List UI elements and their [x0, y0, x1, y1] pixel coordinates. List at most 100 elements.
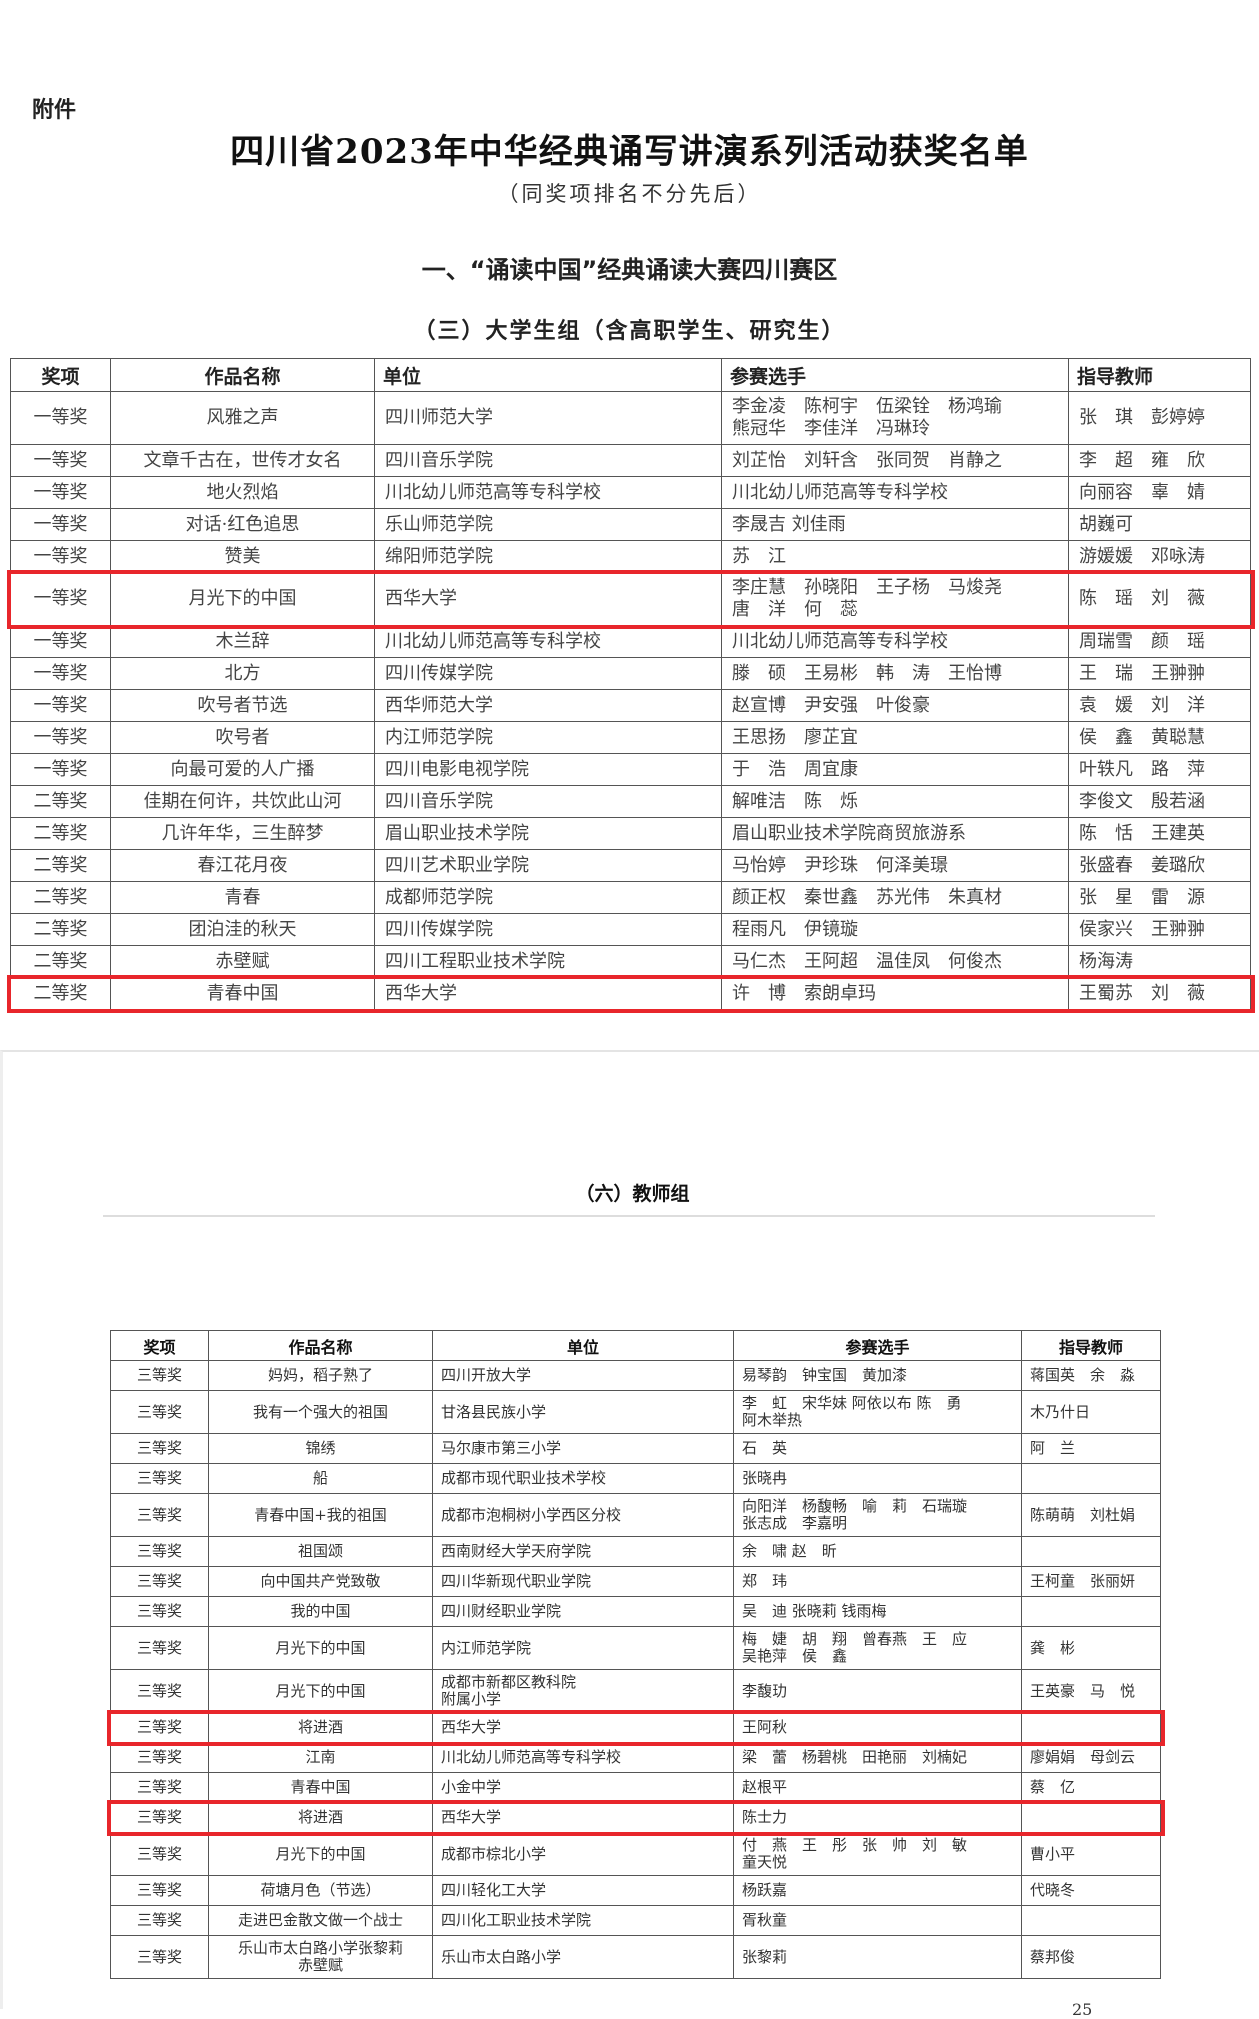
- column-header-award: 奖项: [110, 1330, 209, 1361]
- cell-work-title: 青春中国: [110, 977, 375, 1010]
- cell-instructors: 张盛春 姜璐欣: [1068, 849, 1251, 882]
- column-header-organization: 单位: [374, 358, 722, 392]
- cell-work-title: 船: [208, 1463, 433, 1494]
- cell-participants: 颜正权 秦世鑫 苏光伟 朱真材: [721, 881, 1069, 914]
- cell-instructors: 李俊文 殷若涵: [1068, 785, 1251, 818]
- cell-organization: 甘洛县民族小学: [432, 1390, 734, 1434]
- teacher-group-table: 奖项 作品名称 单位 参赛选手 指导教师 三等奖 妈妈，稻子熟了 四川开放大学 易琴韵 钟宝国…: [110, 1330, 1161, 1979]
- cell-organization: 川北幼儿师范高等专科学校: [432, 1742, 734, 1773]
- cell-participants: 许 博 索朗卓玛: [721, 977, 1069, 1010]
- cell-participants: 陈士力: [733, 1802, 1022, 1833]
- cell-participants: 王思扬 廖芷宜: [721, 721, 1069, 754]
- cell-instructors: [1021, 1463, 1161, 1494]
- column-header-work-title: 作品名称: [110, 358, 375, 392]
- table-row: 二等奖 佳期在何许，共饮此山河 四川音乐学院 解唯洁 陈 烁李俊文 殷若涵: [10, 785, 1251, 818]
- column-header-instructors: 指导教师: [1068, 358, 1251, 392]
- cell-work-title: 将进酒: [208, 1712, 433, 1743]
- cell-work-title: 赤壁赋: [110, 945, 375, 978]
- table-row: 三等奖 月光下的中国 成都市新都区教科院 附属小学 李馥玏 王英豪 马 悦: [110, 1669, 1161, 1713]
- cell-instructors: 蒋国英 余 淼: [1021, 1360, 1161, 1391]
- attachment-label: 附件: [32, 98, 77, 123]
- cell-instructors: 曹小平: [1021, 1832, 1161, 1876]
- cell-organization: 绵阳师范学院: [374, 540, 722, 573]
- cell-organization: 四川华新现代职业学院: [432, 1566, 734, 1597]
- cell-participants: 滕 硕 王易彬 韩 涛 王怡博: [721, 657, 1069, 690]
- cell-award: 一等奖: [10, 721, 111, 754]
- cell-organization: 成都市新都区教科院 附属小学: [432, 1669, 734, 1713]
- cell-award: 三等奖: [110, 1626, 209, 1670]
- document-title: 四川省2023年中华经典诵写讲演系列活动获奖名单: [230, 132, 1029, 172]
- cell-award: 三等奖: [110, 1463, 209, 1494]
- cell-instructors: 陈 瑶 刘 薇: [1068, 572, 1251, 626]
- cell-instructors: 周瑞雪 颜 瑶: [1068, 625, 1251, 658]
- table-row: 三等奖 青春中国+我的祖国 成都市泡桐树小学西区分校 向阳洋 杨馥畅 喻 莉 石瑞璇 …: [110, 1493, 1161, 1537]
- cell-award: 三等奖: [110, 1905, 209, 1936]
- cell-award: 二等奖: [10, 913, 111, 946]
- cell-participants: 于 浩 周宜康: [721, 753, 1069, 786]
- cell-instructors: [1021, 1712, 1161, 1743]
- cell-organization: 四川师范大学: [374, 391, 722, 445]
- cell-participants: 石 英: [733, 1433, 1022, 1464]
- cell-participants: 李金凌 陈柯宇 伍梁铨 杨鸿瑜 熊冠华 李佳洋 冯琳玲: [721, 391, 1069, 445]
- cell-organization: 四川化工职业技术学院: [432, 1905, 734, 1936]
- cell-participants: 李 虹 宋华妹 阿依以布 陈 勇 阿木举热: [733, 1390, 1022, 1434]
- cell-work-title: 春江花月夜: [110, 849, 375, 882]
- cell-award: 三等奖: [110, 1935, 209, 1979]
- document-page-top: 附件 四川省2023年中华经典诵写讲演系列活动获奖名单 （同奖项排名不分先后） …: [10, 98, 1251, 1010]
- column-header-participants: 参赛选手: [733, 1330, 1022, 1361]
- cell-participants: 赵根平: [733, 1772, 1022, 1803]
- cell-participants: 李晟吉 刘佳雨: [721, 508, 1069, 541]
- document-subtitle: （同奖项排名不分先后）: [497, 182, 762, 206]
- table-row: 二等奖 团泊洼的秋天 四川传媒学院 程雨凡 伊镜璇 侯家兴 王翀翀: [10, 913, 1251, 946]
- cell-instructors: 阿 兰: [1021, 1433, 1161, 1464]
- cell-instructors: 胡巍可: [1068, 508, 1251, 541]
- cell-award: 三等奖: [110, 1802, 209, 1833]
- cell-participants: 眉山职业技术学院商贸旅游系: [721, 817, 1069, 850]
- cell-instructors: 张 星 雷 源: [1068, 881, 1251, 914]
- cell-work-title: 我的中国: [208, 1596, 433, 1627]
- cell-work-title: 乐山市太白路小学张黎莉 赤壁赋: [208, 1935, 433, 1979]
- cell-award: 一等奖: [10, 689, 111, 722]
- cell-participants: 付 燕 王 彤 张 帅 刘 敏 童天悦: [733, 1832, 1022, 1876]
- cell-work-title: 向最可爱的人广播: [110, 753, 375, 786]
- cell-work-title: 江南: [208, 1742, 433, 1773]
- table-row: 三等奖 祖国颂 西南财经大学天府学院余 啸 赵 昕: [110, 1536, 1161, 1567]
- teacher-group-heading: （六）教师组: [575, 1183, 690, 1205]
- table-row: 三等奖 向中国共产党致敬 四川华新现代职业学院郑 玮王柯童 张丽妍: [110, 1566, 1161, 1597]
- cell-participants: 向阳洋 杨馥畅 喻 莉 石瑞璇 张志成 李嘉明: [733, 1493, 1022, 1537]
- cell-instructors: [1021, 1905, 1161, 1936]
- table-row-highlighted: 二等奖 青春中国 西华大学许 博 索朗卓玛 王蜀苏 刘 薇: [10, 977, 1251, 1010]
- table-row: 三等奖 月光下的中国 成都市棕北小学付 燕 王 彤 张 帅 刘 敏 童天悦 曹小平: [110, 1832, 1161, 1876]
- cell-organization: 四川财经职业学院: [432, 1596, 734, 1627]
- table-row: 一等奖 对话·红色追思 乐山师范学院 李晟吉 刘佳雨 胡巍可: [10, 508, 1251, 541]
- cell-instructors: 蔡 亿: [1021, 1772, 1161, 1803]
- cell-organization: 西南财经大学天府学院: [432, 1536, 734, 1567]
- cell-award: 一等奖: [10, 657, 111, 690]
- cell-instructors: 杨海涛: [1068, 945, 1251, 978]
- cell-organization: 四川音乐学院: [374, 785, 722, 818]
- cell-instructors: [1021, 1802, 1161, 1833]
- cell-instructors: 代晓冬: [1021, 1875, 1161, 1906]
- cell-instructors: 王英豪 马 悦: [1021, 1669, 1161, 1713]
- cell-work-title: 吹号者: [110, 721, 375, 754]
- cell-work-title: 对话·红色追思: [110, 508, 375, 541]
- table-row: 二等奖 几许年华，三生醉梦 眉山职业技术学院 眉山职业技术学院商贸旅游系陈 恬 王建英: [10, 817, 1251, 850]
- table-row: 三等奖 走进巴金散文做一个战士 四川化工职业技术学院 胥秋童: [110, 1905, 1161, 1936]
- table-row: 三等奖 月光下的中国 内江师范学院梅 婕 胡 翔 曾春燕 王 应 吴艳萍 侯 鑫龚 …: [110, 1626, 1161, 1670]
- page-number: 25: [1072, 2000, 1093, 2019]
- cell-instructors: 陈萌萌 刘杜娟: [1021, 1493, 1161, 1537]
- cell-work-title: 青春中国+我的祖国: [208, 1493, 433, 1537]
- table-row: 二等奖 赤壁赋 四川工程职业技术学院 马仁杰 王阿超 温佳凤 何俊杰 杨海涛: [10, 945, 1251, 978]
- cell-work-title: 月光下的中国: [110, 572, 375, 626]
- cell-organization: 成都师范学院: [374, 881, 722, 914]
- cell-instructors: 廖娟娟 母剑云: [1021, 1742, 1161, 1773]
- cell-organization: 成都市泡桐树小学西区分校: [432, 1493, 734, 1537]
- cell-organization: 四川电影电视学院: [374, 753, 722, 786]
- cell-award: 三等奖: [110, 1772, 209, 1803]
- cell-participants: 川北幼儿师范高等专科学校: [721, 476, 1069, 509]
- cell-participants: 马怡婷 尹珍珠 何泽美璟: [721, 849, 1069, 882]
- cell-organization: 西华大学: [374, 977, 722, 1010]
- cell-instructors: 王 瑞 王翀翀: [1068, 657, 1251, 690]
- cell-instructors: 袁 媛 刘 洋: [1068, 689, 1251, 722]
- cell-award: 一等奖: [10, 391, 111, 445]
